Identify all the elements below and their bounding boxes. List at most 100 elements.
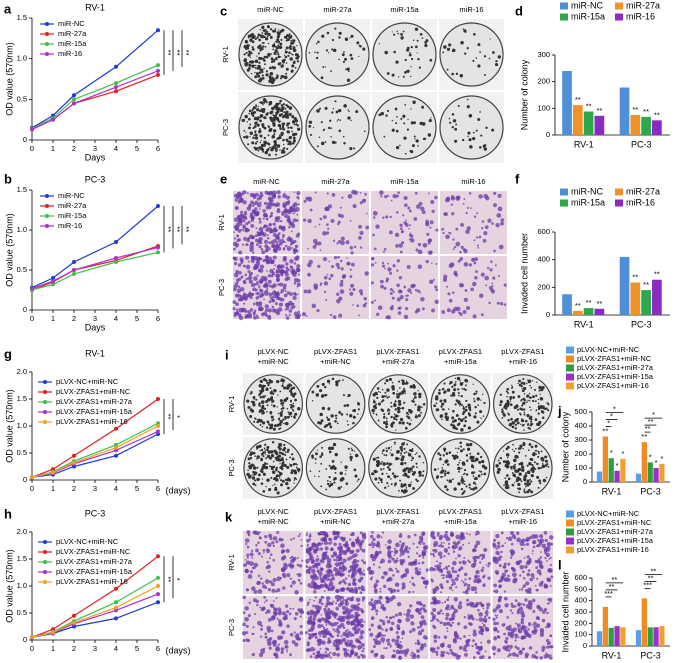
colony: [338, 487, 341, 490]
cell: [321, 534, 323, 536]
cell: [358, 225, 362, 229]
colony: [489, 58, 491, 60]
colony: [285, 422, 289, 426]
colony: [483, 415, 484, 416]
cell: [373, 211, 378, 216]
colony: [436, 402, 438, 404]
cell: [434, 549, 438, 553]
cell: [248, 261, 250, 263]
colony: [331, 48, 333, 50]
cell: [321, 624, 324, 627]
y-tick-label: 0.5: [17, 448, 27, 457]
colony: [376, 397, 378, 399]
legend-label: pLVX-NC+miR-NC: [577, 345, 640, 354]
cell: [327, 274, 329, 276]
cell: [232, 307, 235, 310]
cell: [258, 232, 262, 236]
cell: [334, 256, 337, 259]
cell: [544, 550, 547, 553]
panel-letter: f: [515, 171, 520, 186]
significance: *: [610, 448, 613, 457]
cell: [540, 551, 542, 553]
colony: [294, 60, 296, 62]
cell: [422, 552, 427, 557]
cell: [326, 596, 330, 600]
cell: [253, 303, 256, 306]
cell: [259, 208, 261, 210]
cell: [429, 227, 431, 229]
cell: [337, 535, 340, 538]
cell: [286, 649, 288, 651]
cell: [354, 631, 357, 634]
colony: [262, 386, 264, 388]
colony: [328, 127, 330, 129]
colony: [465, 406, 467, 408]
cell: [336, 556, 339, 559]
cell: [464, 573, 468, 577]
colony: [277, 446, 280, 449]
colony: [266, 70, 268, 72]
cell: [291, 242, 294, 245]
cell: [387, 263, 389, 265]
legend-label: miR-27a: [626, 0, 660, 10]
colony: [276, 467, 278, 469]
colony: [266, 112, 268, 114]
colony: [386, 473, 387, 474]
colony: [322, 66, 324, 68]
colony: [270, 111, 273, 114]
colony: [269, 147, 271, 149]
colony: [291, 453, 293, 455]
colony: [325, 141, 327, 143]
colony: [525, 472, 527, 474]
colony: [251, 141, 254, 144]
colony: [524, 474, 527, 477]
colony: [255, 67, 257, 69]
colony: [523, 478, 526, 481]
colony: [331, 111, 333, 113]
cell: [347, 629, 349, 631]
colony: [452, 424, 455, 427]
cell: [350, 534, 352, 536]
colony: [292, 395, 295, 398]
x-tick-label: 0: [30, 644, 34, 653]
cell: [273, 611, 278, 616]
colony: [390, 406, 392, 408]
cell: [260, 649, 262, 651]
colony: [378, 420, 380, 422]
colony: [261, 482, 264, 485]
cell: [498, 194, 502, 198]
cell: [269, 580, 272, 583]
cell: [248, 221, 251, 224]
colony: [289, 143, 292, 146]
colony: [277, 35, 280, 38]
cell: [536, 578, 538, 580]
colony: [242, 119, 245, 122]
legend-marker: [43, 380, 47, 384]
colony: [252, 483, 255, 486]
cell: [325, 546, 329, 550]
cell: [341, 569, 344, 572]
cell: [456, 307, 460, 311]
colony: [461, 488, 463, 490]
colony: [478, 461, 481, 464]
colony: [528, 462, 531, 465]
colony: [359, 45, 362, 48]
cell: [454, 570, 457, 573]
colony: [269, 67, 272, 70]
significance: **: [643, 280, 649, 289]
cell: [523, 577, 526, 580]
colony: [383, 421, 386, 424]
colony: [388, 413, 390, 415]
colony: [386, 380, 388, 382]
colony: [518, 491, 520, 493]
cell: [294, 191, 296, 193]
cell: [334, 631, 336, 633]
cell: [477, 245, 479, 247]
cell: [380, 285, 384, 289]
cell: [468, 542, 470, 544]
colony: [285, 73, 287, 75]
colony: [453, 388, 456, 391]
photo: [238, 19, 303, 90]
cell: [324, 533, 328, 537]
colony: [466, 443, 469, 446]
